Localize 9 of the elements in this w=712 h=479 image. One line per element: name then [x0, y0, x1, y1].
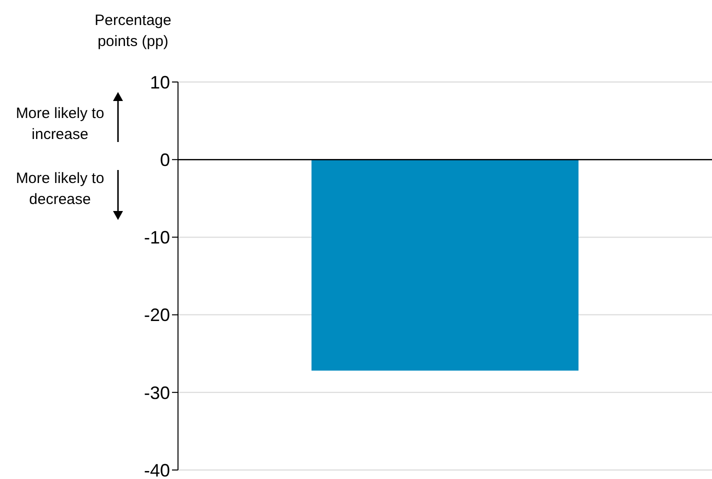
y-tick-label: -30 [144, 382, 170, 403]
y-tick-label: -40 [144, 460, 170, 479]
y-tick-label: 0 [160, 150, 170, 170]
text: More likely to decrease [14, 169, 106, 210]
y-tick-label: -20 [144, 305, 170, 326]
y-axis-title: Percentage points (pp) [94, 11, 172, 52]
y-tick-label: 10 [150, 72, 170, 92]
y-tick-label: -10 [144, 228, 170, 248]
text: More likely to increase [14, 104, 106, 145]
